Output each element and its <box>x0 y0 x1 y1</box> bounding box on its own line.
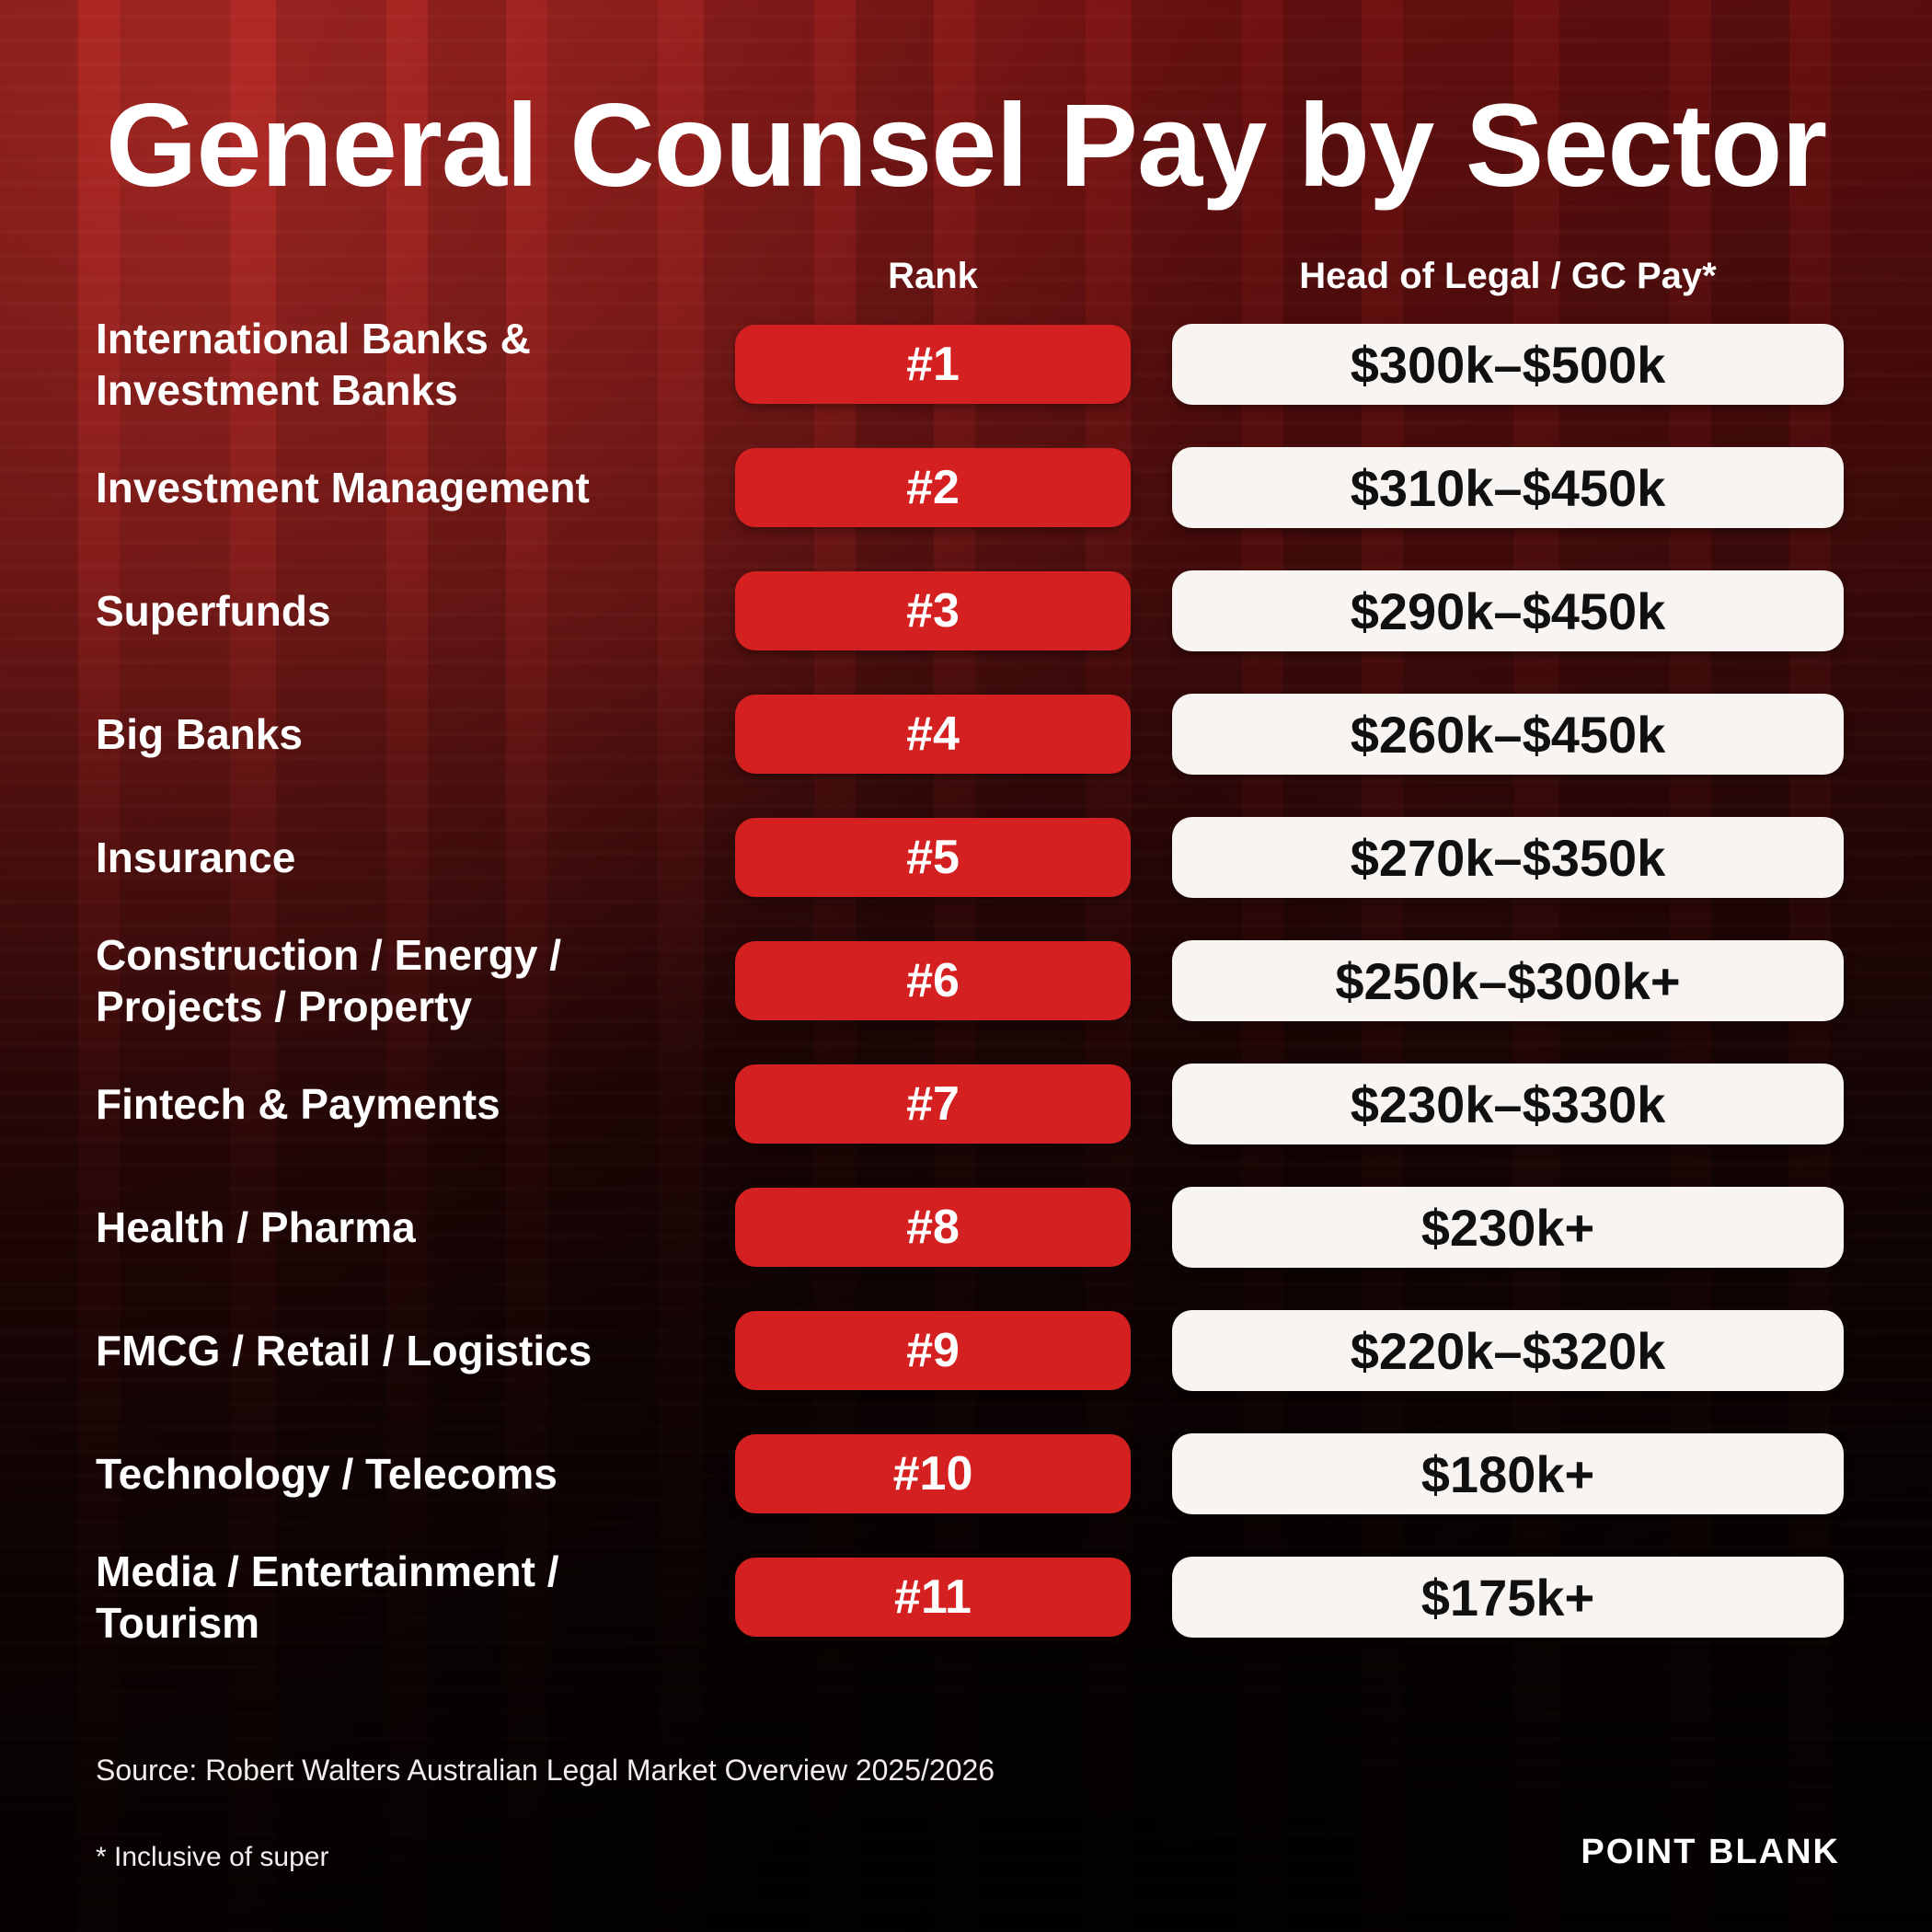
pay-value: $230k+ <box>1172 1187 1844 1269</box>
pay-value: $260k–$450k <box>1172 694 1844 776</box>
sector-label: Fintech & Payments <box>96 1080 500 1129</box>
table-row: Big Banks #4 $260k–$450k <box>0 673 1932 796</box>
brand-logo: POINT BLANK <box>1581 1833 1840 1871</box>
pay-value: $290k–$450k <box>1172 570 1844 652</box>
rank-badge: #9 <box>735 1311 1131 1391</box>
page-title: General Counsel Pay by Sector <box>105 80 1827 212</box>
table-row: Media / Entertainment / Tourism #11 $175… <box>0 1535 1932 1659</box>
sector-label: Health / Pharma <box>96 1203 416 1252</box>
table-row: Investment Management #2 $310k–$450k <box>0 426 1932 549</box>
table-row: Construction / Energy / Projects / Prope… <box>0 919 1932 1042</box>
pay-value: $310k–$450k <box>1172 447 1844 529</box>
sector-label: Big Banks <box>96 710 303 759</box>
rank-badge: #4 <box>735 695 1131 775</box>
footnote: * Inclusive of super <box>96 1842 329 1872</box>
table-row: Technology / Telecoms #10 $180k+ <box>0 1412 1932 1535</box>
rank-column-header: Rank <box>888 256 978 297</box>
table-row: Fintech & Payments #7 $230k–$330k <box>0 1042 1932 1166</box>
rank-badge: #7 <box>735 1064 1131 1144</box>
sector-label: FMCG / Retail / Logistics <box>96 1327 592 1375</box>
pay-value: $230k–$330k <box>1172 1064 1844 1145</box>
table-row: Superfunds #3 $290k–$450k <box>0 549 1932 673</box>
table-row: International Banks & Investment Banks #… <box>0 303 1932 426</box>
column-headers: Rank Head of Legal / GC Pay* <box>0 256 1932 297</box>
sector-label: International Banks & Investment Banks <box>96 315 531 415</box>
pay-value: $300k–$500k <box>1172 324 1844 406</box>
table-row: Health / Pharma #8 $230k+ <box>0 1166 1932 1289</box>
pay-value: $175k+ <box>1172 1557 1844 1639</box>
sector-label: Investment Management <box>96 464 590 512</box>
rank-badge: #11 <box>735 1558 1131 1638</box>
rank-badge: #8 <box>735 1188 1131 1268</box>
rank-badge: #5 <box>735 818 1131 898</box>
rank-badge: #1 <box>735 325 1131 405</box>
pay-value: $270k–$350k <box>1172 817 1844 899</box>
sector-label: Superfunds <box>96 587 331 636</box>
sector-label: Insurance <box>96 834 296 882</box>
source-attribution: Source: Robert Walters Australian Legal … <box>96 1754 995 1787</box>
rank-badge: #6 <box>735 941 1131 1021</box>
sector-label: Construction / Energy / Projects / Prope… <box>96 931 562 1031</box>
table-row: Insurance #5 $270k–$350k <box>0 796 1932 919</box>
pay-value: $220k–$320k <box>1172 1310 1844 1392</box>
pay-value: $250k–$300k+ <box>1172 940 1844 1022</box>
pay-column-header: Head of Legal / GC Pay* <box>1299 256 1717 297</box>
pay-value: $180k+ <box>1172 1433 1844 1515</box>
rank-badge: #2 <box>735 448 1131 528</box>
rank-badge: #10 <box>735 1434 1131 1514</box>
rank-badge: #3 <box>735 571 1131 651</box>
sector-label: Technology / Telecoms <box>96 1450 558 1499</box>
table-row: FMCG / Retail / Logistics #9 $220k–$320k <box>0 1289 1932 1412</box>
sector-pay-table: International Banks & Investment Banks #… <box>0 303 1932 1659</box>
sector-label: Media / Entertainment / Tourism <box>96 1547 559 1648</box>
